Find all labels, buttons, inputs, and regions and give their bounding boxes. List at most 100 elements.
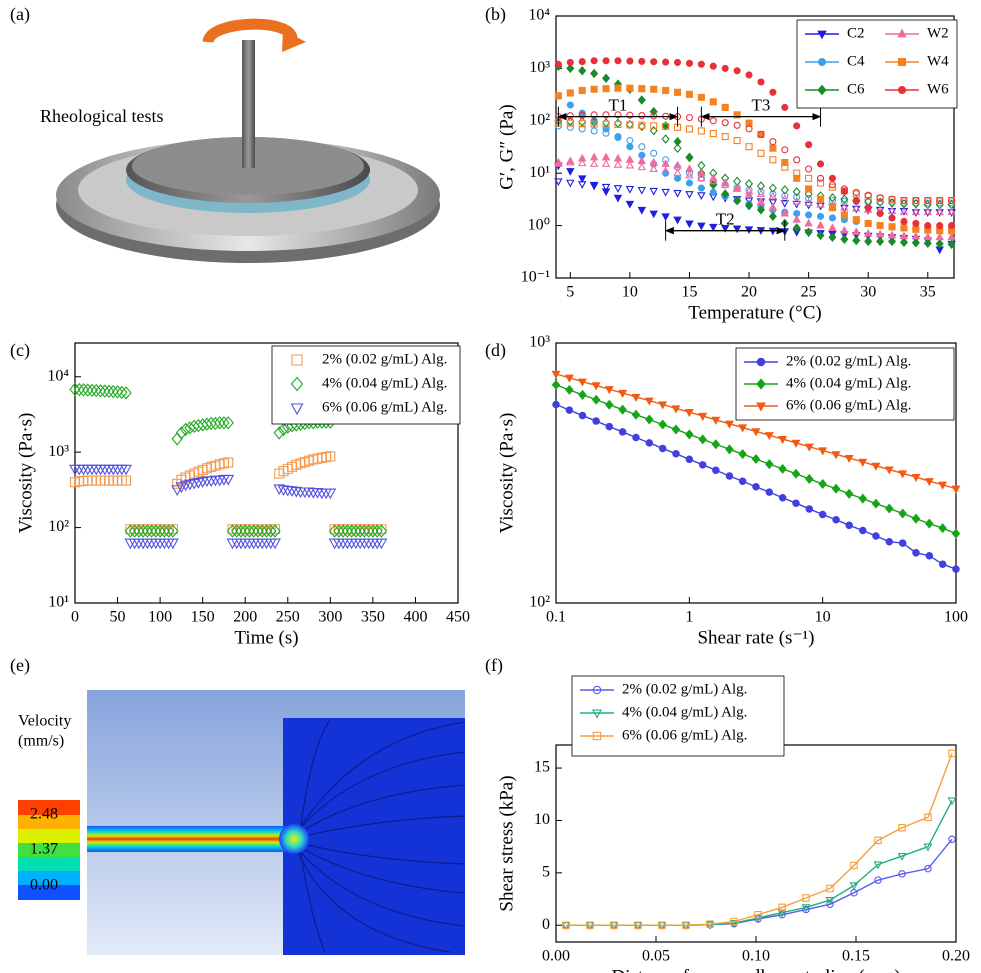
colorbar-tick-label: 1.37	[30, 841, 58, 858]
data-point	[223, 457, 234, 468]
data-point	[925, 551, 934, 560]
data-point	[637, 156, 647, 165]
data-point	[948, 197, 956, 205]
data-point	[764, 432, 774, 441]
series-line	[566, 838, 953, 926]
data-point	[805, 141, 813, 149]
data-point	[311, 487, 324, 499]
data-point	[658, 401, 668, 410]
data-point	[816, 230, 825, 241]
panel-label: (b)	[485, 4, 506, 25]
data-point	[852, 216, 860, 224]
data-point	[685, 179, 694, 187]
data-point	[589, 159, 599, 167]
data-point	[792, 200, 801, 209]
data-point	[816, 212, 825, 220]
data-point	[273, 426, 285, 440]
data-point	[562, 921, 570, 929]
data-point	[900, 224, 908, 232]
data-point	[175, 426, 188, 440]
data-point	[614, 120, 622, 129]
data-point	[73, 382, 85, 397]
data-point	[566, 101, 574, 109]
data-point	[673, 88, 682, 96]
data-point	[566, 89, 574, 97]
data-point	[793, 174, 801, 182]
data-point	[840, 234, 849, 244]
data-point	[613, 118, 622, 128]
data-point	[626, 57, 634, 65]
data-point	[601, 188, 611, 197]
data-point	[649, 164, 658, 173]
data-point	[375, 524, 388, 538]
legend-label: 2% (0.02 g/mL) Alg.	[786, 353, 911, 369]
data-point	[804, 218, 813, 227]
data-point	[858, 493, 868, 504]
legend-marker	[897, 28, 907, 38]
data-point	[206, 461, 217, 472]
data-point	[243, 524, 256, 538]
x-axis-title: Time (s)	[234, 627, 298, 648]
data-point	[912, 549, 920, 557]
data-point	[638, 143, 646, 151]
data-point	[729, 920, 739, 929]
annotation-label: T3	[752, 96, 771, 115]
data-point	[565, 406, 574, 414]
data-point	[912, 219, 920, 227]
data-point	[637, 95, 646, 105]
data-point	[738, 477, 747, 485]
data-point	[590, 68, 599, 79]
data-point	[793, 122, 801, 130]
data-point	[925, 518, 934, 529]
data-point	[780, 194, 790, 203]
data-point	[778, 911, 786, 919]
data-point	[685, 114, 694, 122]
data-point	[128, 524, 141, 538]
data-point	[936, 197, 944, 205]
x-tick-label: 250	[276, 609, 300, 626]
data-point	[744, 190, 754, 199]
x-tick-label: 150	[191, 609, 215, 626]
data-point	[697, 168, 706, 177]
legend-label: 4% (0.04 g/mL) Alg.	[622, 704, 747, 720]
data-point	[873, 861, 883, 870]
data-point	[645, 439, 654, 447]
y-tick-label: 10³	[529, 334, 550, 351]
data-point	[99, 384, 111, 398]
data-point	[948, 222, 956, 230]
data-point	[769, 138, 777, 146]
data-point	[120, 386, 132, 400]
data-point	[871, 462, 881, 471]
data-point	[888, 236, 897, 247]
legend-box	[271, 345, 461, 425]
data-point	[260, 524, 273, 538]
legend-marker	[755, 402, 767, 412]
data-point	[751, 453, 761, 465]
data-point	[697, 93, 705, 101]
data-point	[709, 98, 717, 106]
data-point	[757, 78, 765, 86]
data-point	[697, 160, 706, 171]
x-tick-label: 0.05	[642, 948, 670, 965]
data-point	[631, 409, 641, 420]
data-point	[303, 487, 315, 499]
legend-marker	[756, 378, 766, 390]
data-point	[698, 412, 708, 421]
legend-label: W2	[927, 25, 949, 41]
data-point	[832, 516, 840, 524]
data-point	[804, 227, 813, 237]
data-point	[791, 468, 801, 479]
data-point	[864, 191, 872, 199]
data-point	[337, 524, 349, 538]
data-point	[826, 900, 834, 909]
data-point	[874, 876, 882, 884]
data-point	[864, 204, 872, 212]
data-point	[792, 196, 801, 205]
data-point	[721, 103, 729, 111]
data-point	[852, 188, 860, 196]
panel-label: (c)	[10, 340, 30, 361]
data-point	[697, 184, 705, 192]
plot-frame	[555, 744, 957, 943]
data-point	[756, 197, 766, 206]
colorbar-title: Velocity	[18, 713, 71, 730]
